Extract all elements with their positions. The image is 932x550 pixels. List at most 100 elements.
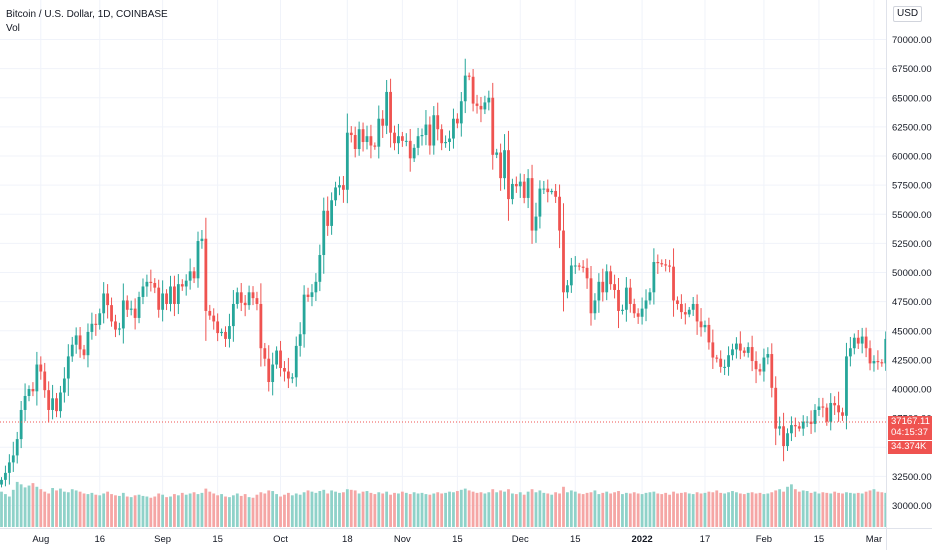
candle-body	[298, 334, 302, 346]
volume-bar	[762, 494, 766, 527]
candle-body	[774, 387, 778, 429]
candle-body	[538, 188, 542, 217]
chart-legend: Bitcoin / U.S. Dollar, 1D, COINBASE Vol	[6, 8, 168, 36]
volume-bar	[271, 491, 275, 527]
candle-body	[585, 267, 589, 279]
candle-body	[569, 265, 573, 286]
candle-body	[742, 350, 746, 353]
candle-body	[228, 326, 231, 339]
volume-bar	[106, 491, 110, 527]
candle-body	[330, 200, 334, 226]
volume-bar	[648, 492, 652, 527]
candle-body	[766, 354, 770, 358]
volume-bar	[668, 494, 671, 527]
symbol-title[interactable]: Bitcoin / U.S. Dollar, 1D, COINBASE	[6, 9, 168, 20]
candle-body	[483, 102, 487, 110]
time-tick-label: Dec	[512, 534, 529, 545]
candle-body	[243, 302, 247, 306]
candle-body	[357, 129, 361, 150]
time-tick-label: Sep	[154, 534, 171, 545]
volume-bar	[801, 490, 805, 527]
volume-bar	[357, 493, 361, 527]
volume-bar	[243, 494, 247, 527]
volume-bar	[133, 495, 137, 527]
currency-button[interactable]: USD	[893, 6, 923, 22]
candle-body	[621, 309, 624, 311]
volume-bar	[758, 492, 762, 527]
volume-bar	[169, 496, 172, 527]
volume-bar	[78, 491, 82, 527]
volume-bar	[809, 492, 813, 527]
candle-body	[345, 132, 349, 190]
volume-bar	[318, 491, 322, 527]
time-axis[interactable]: Aug 16 Sep 15 Oct 18 Nov 15 Dec 15 2022 17 Feb 15 Mar	[0, 528, 932, 546]
candle-body	[318, 255, 322, 282]
volume-bar	[86, 494, 90, 527]
candle-body	[471, 76, 475, 104]
volume-bar	[581, 494, 585, 527]
volume-bar	[82, 493, 86, 527]
volume-bar	[876, 491, 880, 527]
candle-body	[231, 303, 235, 327]
candle-body	[503, 150, 506, 179]
volume-bar	[766, 493, 770, 527]
candle-body	[271, 364, 275, 383]
candle-body	[628, 287, 632, 304]
candle-body	[715, 357, 719, 359]
candle-body	[70, 344, 74, 357]
volume-bar	[263, 493, 267, 527]
volume-bar	[224, 496, 227, 527]
volume-bar	[534, 492, 538, 527]
price-axis[interactable]: 30000.0032500.0035000.0037500.0040000.00…	[886, 0, 932, 550]
volume-bar	[817, 493, 821, 527]
volume-bar	[39, 489, 43, 527]
candle-body	[424, 124, 428, 136]
candle-body	[27, 389, 31, 396]
candle-body	[373, 145, 377, 147]
volume-bar	[605, 491, 609, 527]
volume-bar	[491, 489, 495, 527]
volume-bar	[200, 492, 204, 527]
candle-body	[141, 286, 145, 297]
candle-body	[334, 187, 337, 201]
candle-body	[558, 196, 561, 231]
volume-bar	[259, 492, 263, 527]
volume-bar	[334, 491, 337, 527]
volume-bar	[825, 492, 829, 527]
volume-indicator-label[interactable]: Vol	[6, 23, 20, 34]
volume-bar	[428, 494, 432, 527]
volume-bar	[719, 492, 723, 527]
candle-body	[157, 287, 161, 310]
candle-body	[0, 479, 3, 485]
volume-bar	[538, 490, 542, 527]
candle-body	[475, 103, 479, 106]
candle-body	[884, 338, 888, 364]
volume-bar	[145, 496, 149, 527]
candle-body	[239, 292, 243, 303]
volume-bar	[27, 485, 31, 527]
candle-body	[283, 368, 286, 372]
candle-body	[302, 294, 306, 335]
volume-bar	[511, 493, 514, 527]
candle-body	[640, 308, 644, 317]
volume-bar	[129, 497, 133, 527]
candle-body	[212, 315, 216, 322]
volume-bar	[585, 492, 589, 527]
volume-bar	[723, 493, 727, 527]
candle-body	[428, 124, 432, 146]
candle-body	[412, 147, 416, 159]
volume-bar	[400, 491, 404, 527]
candle-body	[381, 118, 385, 126]
volume-bar	[59, 488, 62, 527]
candle-body	[267, 358, 271, 383]
candle-body	[102, 293, 106, 314]
candle-body	[220, 331, 223, 334]
grid	[0, 0, 886, 528]
candle-body	[778, 426, 782, 429]
volume-bar	[23, 487, 27, 527]
time-tick-label: Nov	[394, 534, 411, 545]
candle-body	[66, 356, 70, 379]
candle-body	[719, 358, 723, 367]
